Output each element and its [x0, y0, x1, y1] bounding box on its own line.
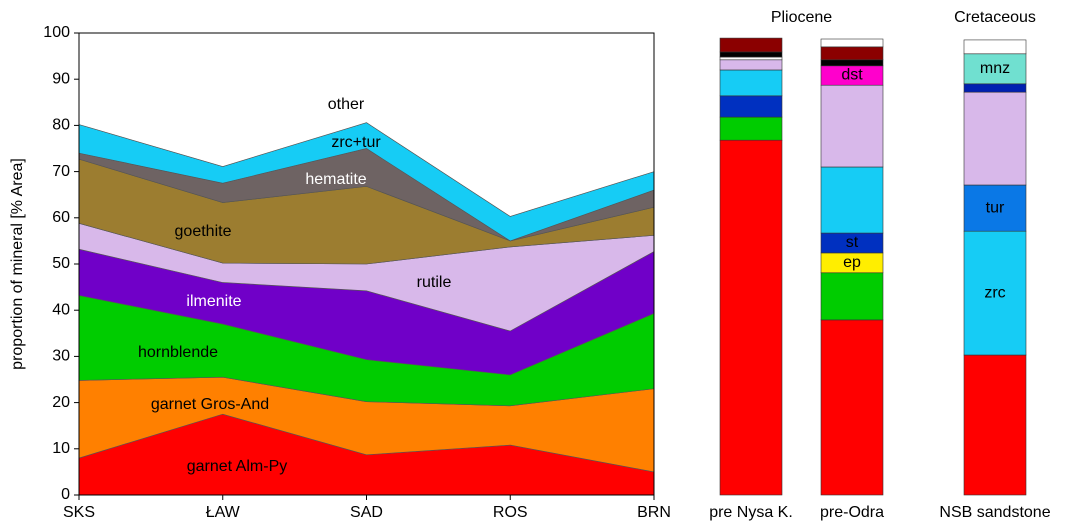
- series-label: hematite: [305, 171, 366, 188]
- bar-segment: [963, 53, 1027, 85]
- y-tick-label: 30: [52, 348, 70, 365]
- bar-segment: [719, 116, 783, 141]
- segment-label: tur: [986, 199, 1005, 216]
- bar-segment: [963, 83, 1027, 93]
- x-tick-label: pre-Odra: [820, 504, 884, 521]
- segment-label: zrc: [984, 284, 1005, 301]
- segment-label: dst: [841, 67, 863, 84]
- bar-segment: [820, 38, 884, 48]
- segment-label: st: [846, 234, 859, 251]
- bar-segment: [719, 56, 783, 61]
- group-title: Pliocene: [771, 9, 832, 26]
- y-axis-label: proportion of mineral [% Area]: [9, 158, 26, 370]
- series-label: zrc+tur: [331, 134, 381, 151]
- segment-label: ep: [843, 254, 861, 271]
- series-label: hornblende: [138, 344, 218, 361]
- group-title: Cretaceous: [954, 9, 1036, 26]
- x-tick-label: ŁAW: [206, 504, 241, 521]
- x-tick-label: NSB sandstone: [939, 504, 1050, 521]
- bar-segment: [719, 95, 783, 118]
- y-tick-label: 40: [52, 301, 70, 318]
- x-tick-label: ROS: [493, 504, 528, 521]
- series-label: goethite: [175, 223, 232, 240]
- bar-segment: [719, 51, 783, 58]
- x-tick-label: SAD: [350, 504, 383, 521]
- bar-segment: [820, 166, 884, 234]
- series-label: ilmenite: [186, 293, 241, 310]
- bar-segment: [963, 230, 1027, 356]
- bar-segment: [820, 272, 884, 321]
- y-tick-label: 90: [52, 70, 70, 87]
- y-tick-label: 70: [52, 163, 70, 180]
- x-tick-label: BRN: [637, 504, 671, 521]
- x-tick-label: pre Nysa K.: [709, 504, 793, 521]
- series-label: other: [328, 96, 365, 113]
- bar-segment: [719, 37, 783, 53]
- bar-segment: [963, 91, 1027, 186]
- x-tick-label: SKS: [63, 504, 95, 521]
- series-label: garnet Gros-And: [151, 396, 269, 413]
- segment-label: mnz: [980, 60, 1010, 77]
- series-label: garnet Alm-Py: [187, 458, 287, 475]
- y-tick-label: 0: [61, 486, 70, 503]
- bar-segment: [820, 46, 884, 61]
- y-tick-label: 50: [52, 255, 70, 272]
- y-tick-label: 20: [52, 394, 70, 411]
- bar-segment: [820, 319, 884, 496]
- bar-segment: [719, 59, 783, 71]
- bar-segment: [719, 69, 783, 97]
- y-tick-label: 100: [43, 24, 70, 41]
- bar-segment: [719, 139, 783, 496]
- bar-segment: [963, 354, 1027, 496]
- y-tick-label: 60: [52, 209, 70, 226]
- bar-segment: [963, 39, 1027, 55]
- bar-segment: [820, 59, 884, 67]
- bar-segment: [963, 184, 1027, 232]
- bar-segment: [820, 84, 884, 168]
- series-label: rutile: [417, 274, 452, 291]
- y-tick-label: 80: [52, 117, 70, 134]
- y-tick-label: 10: [52, 440, 70, 457]
